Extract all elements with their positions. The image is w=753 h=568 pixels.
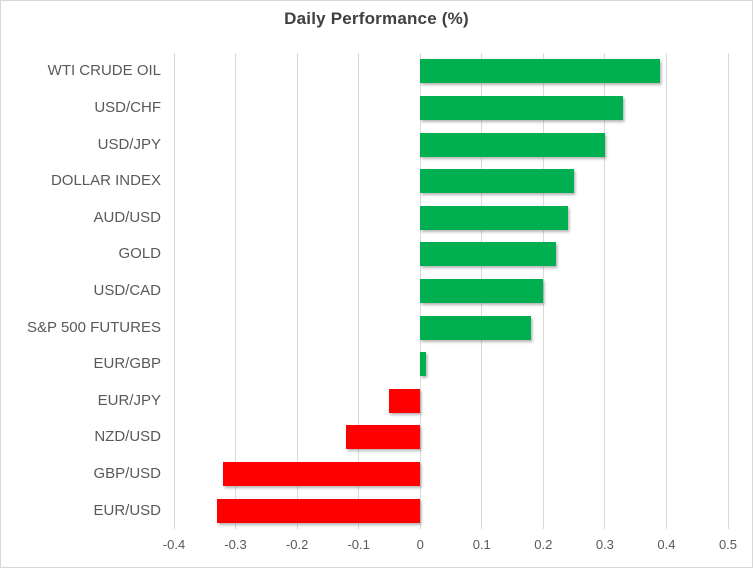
bar-aud-usd (420, 205, 568, 230)
gridline-x--0.3 (235, 53, 237, 529)
x-tick-label-0.4: 0.4 (657, 537, 676, 552)
category-label-eur-jpy: EUR/JPY (97, 391, 161, 409)
bar-eur-jpy (389, 388, 421, 413)
x-tick-label-0.5: 0.5 (718, 537, 738, 552)
bar-usd-chf (420, 95, 624, 120)
category-label-usd-cad: USD/CAD (93, 282, 161, 299)
category-label-gold: GOLD (118, 245, 161, 263)
gridline-x--0.4 (173, 53, 175, 529)
gridline-x-0.5 (727, 53, 729, 529)
category-label-wti-crude-oil: WTI CRUDE OIL (47, 62, 161, 80)
bar-gold (420, 242, 556, 267)
category-label-gbp-usd: GBP/USD (93, 465, 161, 483)
x-tick-label-0.1: 0.1 (472, 537, 491, 552)
x-tick-label-0.3: 0.3 (595, 537, 614, 552)
x-tick-label--0.3: -0.3 (224, 537, 247, 552)
gridline-x--0.2 (296, 53, 298, 529)
bar-nzd-usd (346, 425, 421, 450)
gridline-x-0.2 (542, 53, 544, 529)
x-tick-label--0.1: -0.1 (347, 537, 370, 552)
bar-s-p-500-futures (420, 315, 532, 340)
bar-usd-jpy (420, 132, 605, 157)
category-label-nzd-usd: NZD/USD (94, 428, 161, 446)
chart-title: Daily Performance (%) (284, 9, 469, 28)
category-label-usd-chf: USD/CHF (94, 98, 161, 116)
plot-area (173, 53, 729, 529)
bar-eur-gbp (420, 352, 427, 377)
category-label-eur-gbp: EUR/GBP (93, 355, 161, 373)
x-tick-label-0: 0 (416, 537, 424, 552)
bar-wti-crude-oil (420, 59, 661, 84)
bar-eur-usd (217, 498, 421, 523)
bar-dollar-index (420, 169, 575, 194)
category-label-s-p-500-futures: S&P 500 FUTURES (27, 318, 161, 336)
x-tick-label-0.2: 0.2 (534, 537, 553, 552)
gridline-x-0.4 (665, 53, 667, 529)
gridline-x--0.1 (358, 53, 360, 529)
bar-gbp-usd (223, 462, 421, 487)
category-label-usd-jpy: USD/JPY (97, 135, 161, 153)
x-tick-label--0.2: -0.2 (285, 537, 309, 552)
category-label-dollar-index: DOLLAR INDEX (50, 172, 161, 190)
x-tick-label--0.4: -0.4 (162, 537, 186, 552)
category-label-aud-usd: AUD/USD (93, 208, 161, 226)
gridline-x-0.3 (604, 53, 606, 529)
category-label-eur-usd: EUR/USD (93, 501, 161, 519)
bar-usd-cad (420, 279, 544, 303)
